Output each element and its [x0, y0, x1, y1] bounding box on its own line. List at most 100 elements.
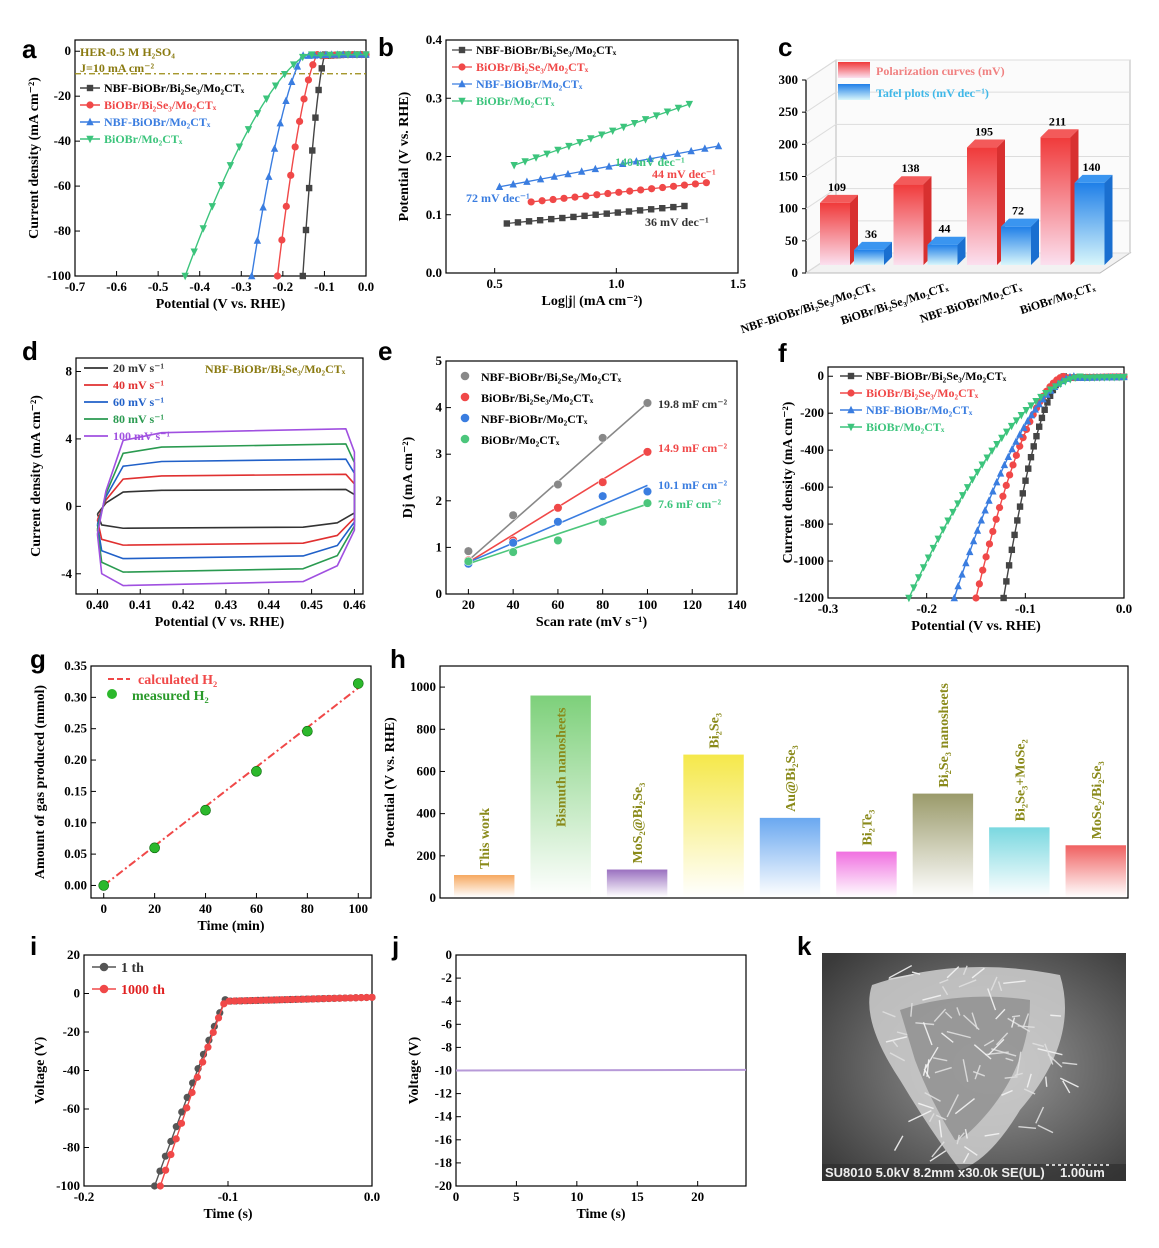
legend-marker [847, 423, 855, 432]
panel-letter: j [391, 931, 399, 961]
y-tick-label: -12 [435, 1086, 452, 1101]
data-point [294, 995, 302, 1003]
y-tick-label: 800 [417, 721, 437, 736]
bar [1065, 845, 1126, 897]
data-point [687, 146, 695, 155]
bar-label: Bi₂Se₃ nanosheets [937, 683, 952, 788]
data-point [1030, 443, 1037, 450]
x-axis-label: Time (s) [576, 1207, 625, 1222]
data-point [648, 185, 656, 193]
legend-marker [86, 101, 94, 109]
data-point [985, 496, 993, 504]
data-point [331, 994, 339, 1002]
bar-side [1031, 218, 1039, 265]
y-tick-label: -1000 [794, 553, 824, 568]
sem-caption: SU8010 5.0kV 8.2mm x30.0k SE(UL) [825, 1165, 1045, 1180]
bar-label: This work [478, 808, 493, 869]
sem-flake [997, 981, 1003, 992]
x-tick-label: 100 [349, 901, 369, 916]
x-tick-label: 140 [727, 597, 747, 612]
data-point [287, 77, 296, 85]
data-point [998, 434, 1006, 443]
sem-flake [1004, 1076, 1018, 1079]
x-tick-label: 0 [100, 901, 107, 916]
data-point [962, 558, 970, 567]
data-point [968, 476, 977, 484]
data-point [271, 82, 280, 90]
data-point [550, 172, 558, 180]
sem-flake [956, 1134, 960, 1145]
data-point [553, 535, 563, 545]
sem-flake [1062, 1062, 1078, 1066]
data-point [1014, 517, 1021, 524]
bar [967, 147, 997, 265]
data-point [919, 564, 928, 572]
data-point [1012, 451, 1020, 459]
sem-flake [938, 1120, 943, 1138]
x-tick-label: 1.5 [730, 276, 747, 291]
data-point [1090, 374, 1099, 382]
data-point [973, 526, 982, 534]
data-point [958, 570, 966, 578]
data-point [1100, 374, 1109, 382]
data-point [162, 1166, 170, 1174]
y-tick-label: -60 [63, 1101, 80, 1116]
legend-marker [458, 97, 466, 106]
data-point [985, 540, 994, 548]
y-tick-label: -80 [63, 1140, 80, 1155]
sem-flake [1050, 1014, 1062, 1017]
data-point [246, 997, 254, 1005]
y-axis-label: Potential (V vs. RHE) [397, 91, 412, 221]
sem-flake [941, 986, 949, 996]
legend-entry: NBF-BiOBr/Mo₂CTₓ [476, 77, 583, 91]
data-point [660, 152, 668, 160]
bar-top [967, 139, 1005, 148]
bar [989, 827, 1050, 897]
bar [854, 249, 884, 265]
sem-flake [1016, 1051, 1022, 1076]
data-point [680, 181, 689, 189]
data-point [225, 997, 233, 1005]
data-point [1051, 383, 1060, 391]
sem-flake [1044, 1043, 1054, 1065]
data-point [352, 994, 360, 1002]
sem-flake [972, 1070, 986, 1077]
sem-flake [1011, 1017, 1016, 1028]
sem-flake [1062, 1080, 1071, 1094]
data-point [669, 182, 678, 190]
data-point [1007, 422, 1016, 431]
data-point [958, 492, 967, 500]
legend-marker [99, 984, 109, 994]
panel-letter: a [22, 34, 37, 64]
data-point [944, 517, 952, 525]
slope-label: 140 mV dec⁻¹ [615, 155, 685, 169]
data-point [317, 52, 325, 60]
panel-letter: f [778, 338, 787, 368]
slope-label: 7.6 mF cm⁻² [658, 497, 722, 511]
y-tick-label: 20 [67, 947, 80, 962]
sem-flake [888, 964, 913, 979]
sem-flake [1001, 1089, 1013, 1096]
data-point [282, 202, 290, 210]
legend-entry: BiOBr/Bi₂Se₃/Mo₂CTₓ [866, 386, 979, 400]
sem-flake [924, 1092, 941, 1102]
sem-flake [931, 1141, 945, 1158]
x-tick-label: -0.2 [916, 601, 937, 616]
data-point [508, 538, 518, 548]
data-point [924, 554, 933, 562]
data-point [619, 123, 628, 132]
bar-side [957, 236, 966, 265]
series-line [1002, 375, 1125, 599]
data-point [503, 220, 511, 227]
x-tick-label: 1.0 [608, 276, 624, 291]
sem-flake [973, 1044, 992, 1060]
data-point [320, 995, 328, 1003]
data-point [1008, 546, 1016, 554]
grid-line [805, 188, 837, 210]
panel-g: 0 20 40 60 80 100 0.00 0.05 0.10 0.15 0.20 0.25 0.30… [30, 644, 372, 934]
data-point [560, 194, 568, 202]
x-tick-label: 0.5 [487, 276, 504, 291]
data-point [226, 162, 235, 170]
x-tick-label: 0 [453, 1189, 460, 1204]
data-point [608, 127, 617, 136]
